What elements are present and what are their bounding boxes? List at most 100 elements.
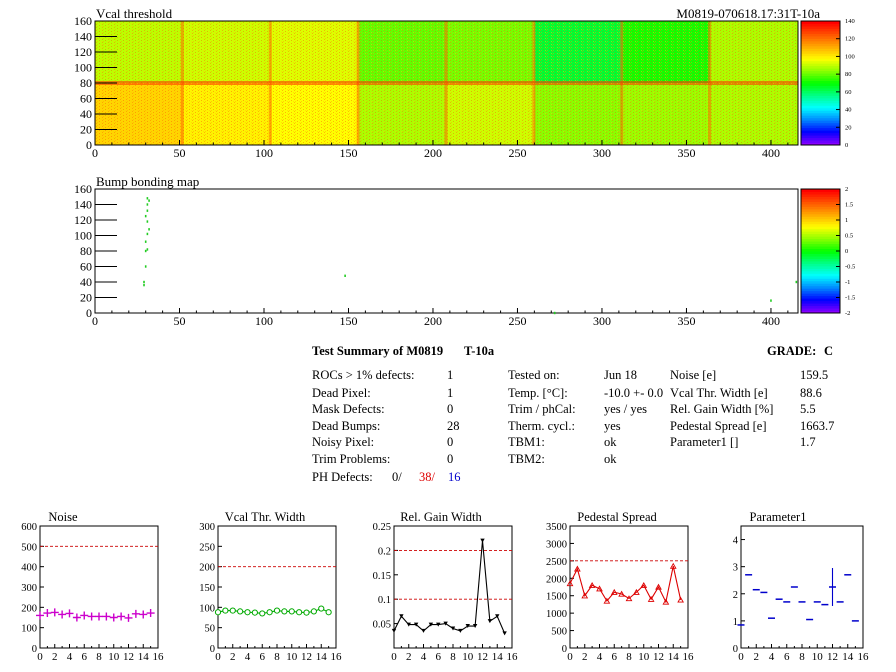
x-tick-label: 12 [827, 651, 838, 663]
palette-band [801, 288, 840, 292]
palette-band [801, 112, 840, 116]
panel-title-gain: Rel. Gain Width [400, 510, 482, 524]
x-tick-label: 0 [92, 314, 98, 328]
data-point [244, 609, 251, 616]
y-tick-label: 0 [86, 138, 92, 152]
small-panel-3: 0 2 4 6 8 10 12 14 16050010001500200025003000350… [546, 522, 694, 663]
palette-band [801, 63, 840, 67]
palette-band [801, 53, 840, 57]
y-tick-label: 200 [199, 563, 215, 574]
palette-band [801, 298, 840, 302]
series-line [569, 565, 682, 604]
map1-title: Vcal threshold [96, 6, 173, 21]
y-tick-label: 60 [80, 260, 92, 274]
palette-band [801, 228, 840, 232]
x-tick-label: 0 [92, 146, 98, 160]
x-tick-label: 150 [339, 146, 357, 160]
data-point [251, 609, 258, 616]
bump-bonding-map: Bump bonding map 0 50 100 150 200 250 300 350 40… [74, 174, 855, 328]
y-tick-label: 300 [199, 522, 215, 533]
data-point [458, 628, 463, 633]
palette-band [801, 275, 840, 279]
bump-defect-point [144, 265, 147, 268]
palette-band [801, 45, 840, 49]
data-point [50, 608, 59, 617]
x-tick-label: 4 [597, 651, 603, 663]
x-tick-label: 300 [593, 146, 611, 160]
palette-band [801, 208, 840, 212]
palette-band [801, 206, 840, 210]
x-tick-label: 8 [450, 651, 456, 663]
x-tick-label: 250 [508, 314, 526, 328]
palette-band [801, 83, 840, 86]
palette-band [801, 211, 840, 215]
col1-label-3: Dead Bumps: [312, 419, 381, 433]
x-tick-label: 10 [638, 651, 650, 663]
bump-defect-point [146, 203, 149, 206]
y-tick-label: 3 [733, 563, 738, 574]
col3-value-3: 1663.7 [800, 419, 835, 433]
bump-defect-point [795, 280, 798, 284]
bump-defect-point [770, 299, 772, 302]
data-point [87, 612, 96, 621]
data-point [574, 565, 581, 572]
palette-band [801, 40, 840, 44]
palette-tick-label: -2 [845, 310, 850, 317]
col1-value-0: 1 [447, 368, 454, 382]
data-point [229, 607, 236, 614]
y-tick-label: 0 [32, 644, 37, 655]
summary-tag: T-10a [464, 344, 495, 358]
palette-band [801, 300, 840, 304]
x-tick-label: 14 [492, 651, 504, 663]
data-point [288, 608, 295, 615]
x-tick-label: 16 [331, 651, 343, 663]
data-point [222, 607, 229, 614]
x-tick-label: 2 [406, 651, 412, 663]
palette-band [801, 191, 840, 195]
col3-label-2: Rel. Gain Width [%] [670, 402, 774, 416]
y-tick-label: 60 [80, 92, 92, 106]
data-point [310, 608, 317, 615]
x-tick-label: 2 [582, 651, 588, 663]
palette-band [801, 75, 840, 79]
data-point [480, 538, 485, 543]
data-point [647, 595, 655, 602]
x-tick-label: 50 [173, 314, 185, 328]
palette-band [801, 238, 840, 242]
palette-tick-label: 40 [845, 107, 852, 114]
y-tick-label: 80 [80, 244, 92, 258]
palette-band [801, 122, 840, 126]
data-point [443, 621, 448, 626]
col1-value-3: 28 [447, 419, 460, 433]
map1-corner-label: M0819-070618.17:31T-10a [676, 6, 820, 21]
palette-band [801, 270, 840, 274]
bump-defect-point [144, 240, 147, 243]
palette-band [801, 258, 840, 262]
y-tick-label: 2 [733, 590, 738, 601]
palette-band [801, 278, 840, 282]
data-point [581, 592, 589, 599]
panel-title-vcal: Vcal Thr. Width [225, 510, 306, 524]
y-tick-label: 100 [199, 603, 215, 614]
palette-band [801, 58, 840, 62]
palette-band [801, 216, 840, 220]
palette-band [801, 308, 840, 312]
data-point [131, 609, 140, 618]
palette-tick-label: 1 [845, 217, 848, 224]
vcal-threshold-map: Vcal threshold M0819-070618.17:31T-10a 0… [74, 6, 855, 160]
palette-band [801, 142, 840, 146]
palette-frame [800, 20, 841, 146]
palette-band [801, 115, 840, 119]
y-tick-label: 1500 [546, 592, 567, 603]
palette-tick-label: 120 [845, 36, 855, 43]
palette-band [801, 95, 840, 99]
palette-tick-label: 140 [845, 18, 855, 25]
y-tick-label: 40 [80, 107, 92, 121]
palette-band [801, 65, 840, 69]
series-line [217, 607, 329, 614]
palette-band [801, 231, 840, 235]
y-tick-label: 0 [210, 644, 215, 655]
y-tick-label: 160 [74, 182, 92, 196]
